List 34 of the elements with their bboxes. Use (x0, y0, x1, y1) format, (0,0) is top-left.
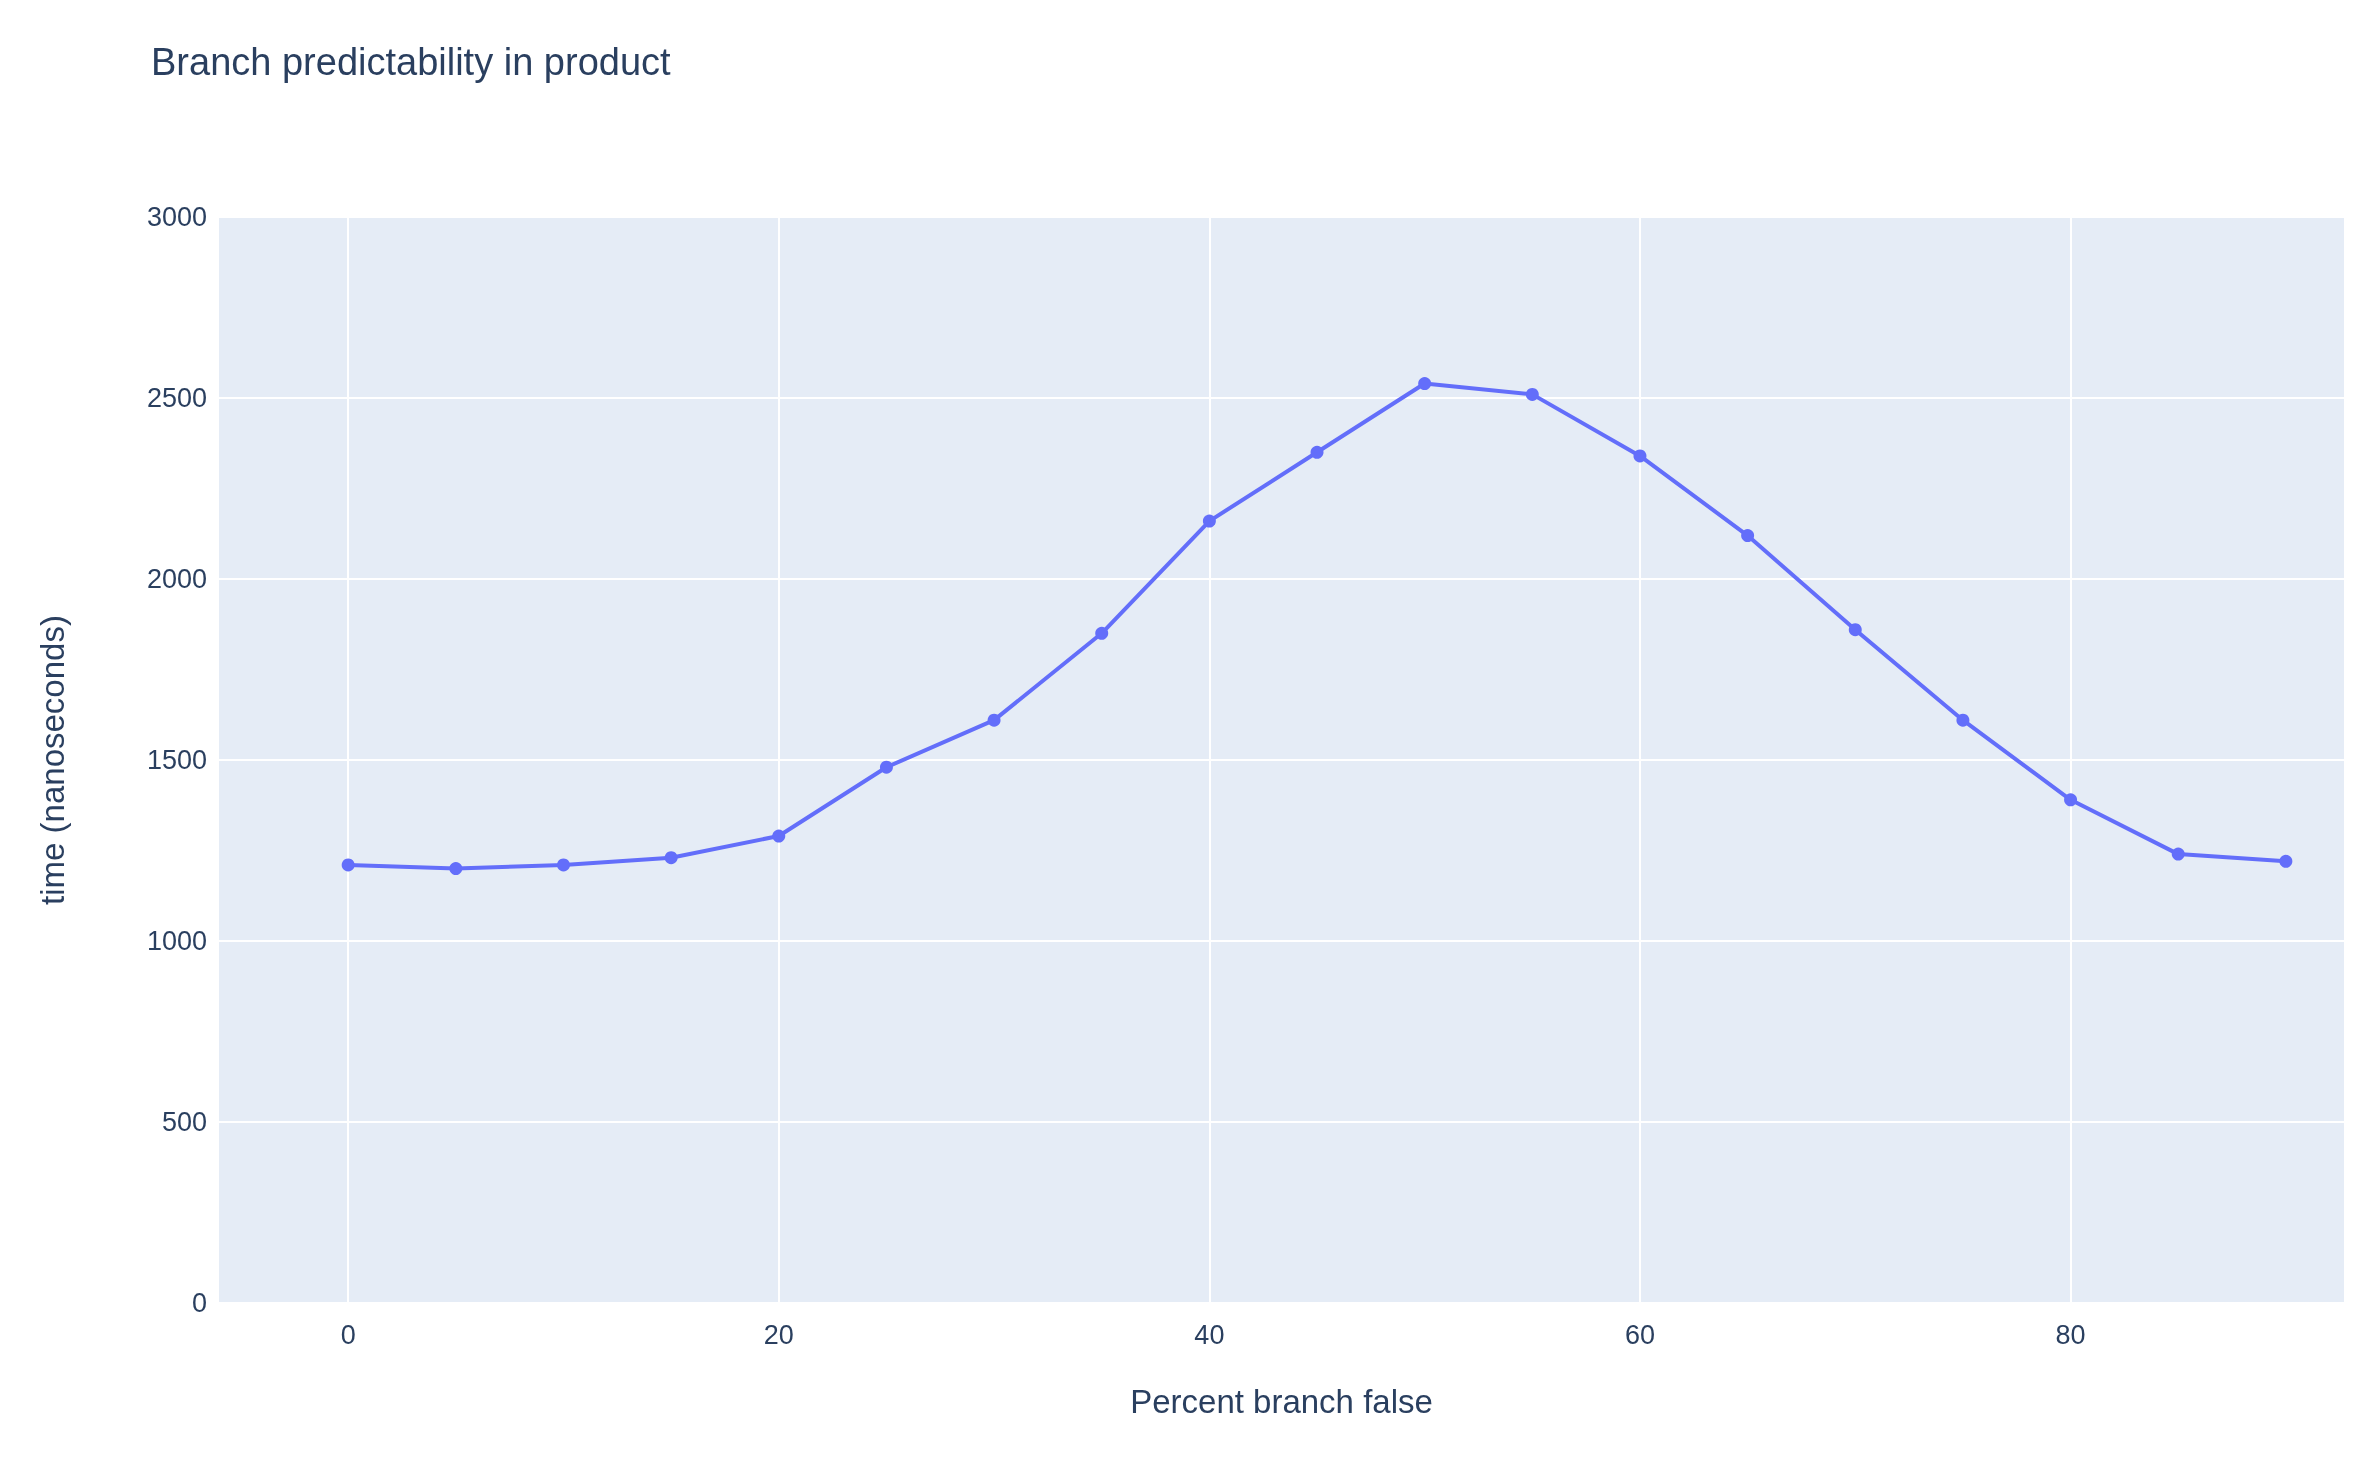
y-tick-label: 2000 (146, 564, 207, 594)
point (1633, 449, 1647, 463)
y-tick-label: 1500 (146, 745, 207, 775)
point (1741, 529, 1755, 543)
y-tick-label: 2500 (146, 383, 207, 413)
chart-title: Branch predictability in product (151, 41, 672, 83)
x-tick-label: 0 (340, 1319, 356, 1350)
point (664, 851, 678, 865)
y-tick-label: 3000 (146, 202, 207, 232)
y-tick-label: 1000 (146, 926, 207, 956)
point (879, 760, 893, 774)
y-axis-title: time (nanoseconds) (34, 615, 71, 905)
x-tick-label: 60 (1624, 1319, 1655, 1350)
y-tick-label: 500 (161, 1107, 207, 1137)
point (1095, 626, 1109, 640)
point (556, 858, 570, 872)
point (1310, 445, 1324, 459)
point (2171, 847, 2185, 861)
point (987, 713, 1001, 727)
point (1848, 623, 1862, 637)
point (2064, 793, 2078, 807)
point (449, 862, 463, 876)
x-tick-label: 40 (1194, 1319, 1225, 1350)
point (1202, 514, 1216, 528)
point (772, 829, 786, 843)
point (1956, 713, 1970, 727)
point (1525, 387, 1539, 401)
point (2279, 854, 2293, 868)
x-axis-title: Percent branch false (1130, 1383, 1433, 1420)
x-tick-label: 20 (763, 1319, 794, 1350)
point (341, 858, 355, 872)
x-tick-label: 80 (2055, 1319, 2086, 1350)
y-tick-label: 0 (191, 1288, 207, 1318)
point (1418, 377, 1432, 391)
